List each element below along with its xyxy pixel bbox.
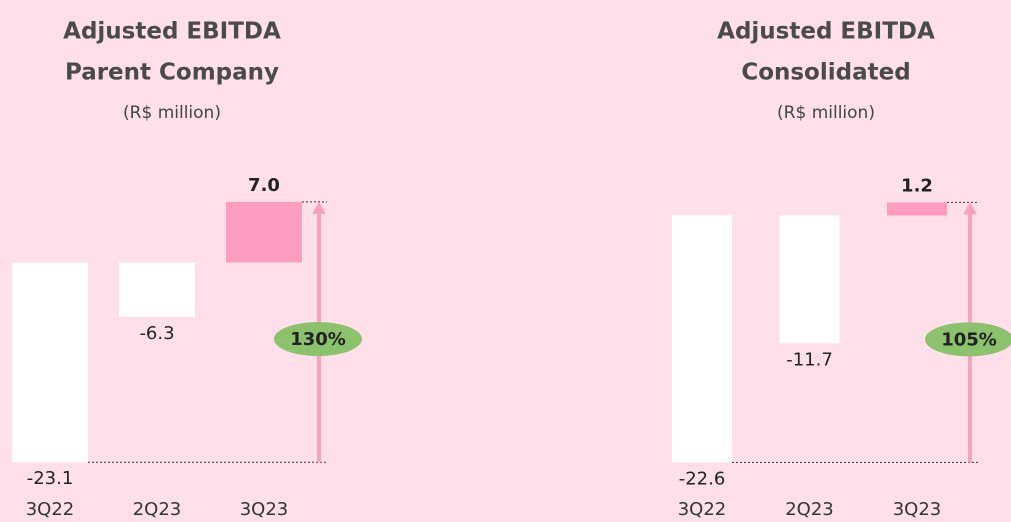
arrow-head: [312, 201, 326, 214]
x-tick-label: 3Q23: [240, 499, 289, 520]
chart-title: Parent Company: [65, 60, 279, 86]
data-label: 1.2: [901, 175, 933, 196]
chart-title: Adjusted EBITDA: [63, 19, 281, 45]
bar: [226, 201, 302, 263]
data-label: -22.6: [679, 468, 726, 489]
x-tick-label: 2Q23: [133, 499, 182, 520]
arrow-head: [963, 202, 977, 215]
x-tick-label: 3Q22: [26, 499, 75, 520]
data-label: 7.0: [248, 175, 280, 196]
bar: [12, 262, 88, 463]
annotation-badge: [925, 322, 1011, 357]
x-tick-label: 3Q23: [893, 499, 942, 520]
bar: [672, 215, 732, 463]
data-label: -11.7: [786, 349, 833, 370]
bar: [119, 262, 195, 317]
chart-subtitle: (R$ million): [777, 103, 875, 123]
annotation: 105%: [941, 329, 997, 350]
data-label: -6.3: [139, 323, 174, 344]
x-tick-label: 2Q23: [785, 499, 834, 520]
x-tick-label: 3Q22: [678, 499, 727, 520]
chart-subtitle: (R$ million): [123, 103, 221, 123]
bar: [779, 215, 840, 344]
chart-title: Consolidated: [741, 60, 910, 86]
chart-title: Adjusted EBITDA: [717, 19, 935, 45]
bar: [887, 202, 947, 216]
annotation-badge: [274, 322, 362, 357]
annotation: 130%: [290, 329, 346, 350]
data-label: -23.1: [27, 468, 74, 489]
